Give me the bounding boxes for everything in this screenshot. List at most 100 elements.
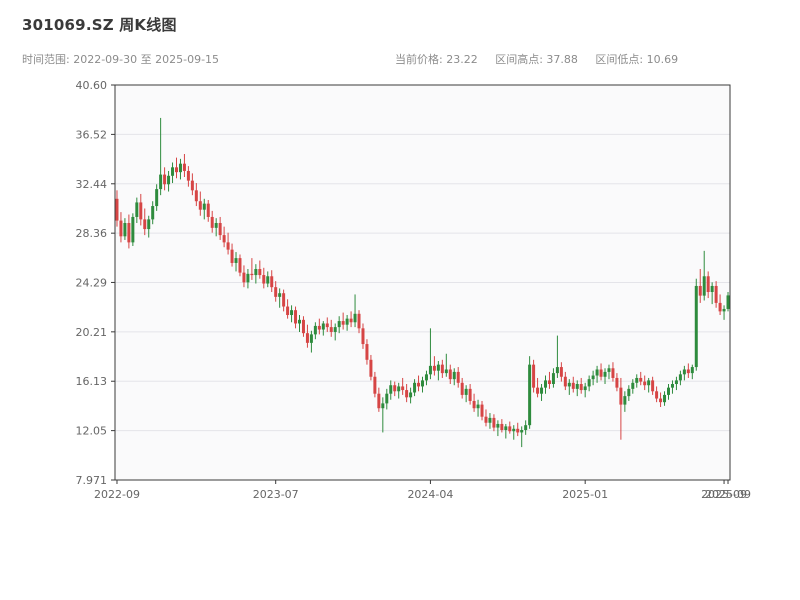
y-tick-label: 7.971 — [76, 474, 108, 487]
candle-body — [214, 223, 218, 228]
candle-body — [305, 333, 309, 343]
candle-body — [163, 174, 167, 185]
candle-body — [278, 293, 282, 297]
candle-body — [357, 313, 361, 329]
candle-body — [726, 295, 730, 309]
candle-body — [444, 369, 448, 374]
candle-body — [206, 203, 210, 217]
candle-body — [389, 385, 393, 394]
candle-body — [456, 371, 460, 383]
candle-body — [432, 365, 436, 371]
candle-body — [448, 369, 452, 380]
candle-body — [409, 392, 413, 398]
candle-body — [536, 387, 540, 394]
candle-body — [298, 319, 301, 324]
candle-body — [492, 417, 496, 428]
candle-body — [123, 223, 127, 237]
candle-body — [194, 190, 198, 202]
candle-body — [547, 380, 551, 385]
y-tick-label: 24.29 — [76, 276, 108, 289]
candle-body — [567, 382, 571, 387]
candle-body — [436, 364, 440, 371]
candle-body — [702, 276, 706, 296]
candle-body — [250, 273, 254, 276]
y-tick-label: 28.36 — [76, 227, 108, 240]
candle-body — [452, 371, 456, 380]
y-tick-label: 32.44 — [76, 178, 108, 191]
candle-body — [222, 235, 226, 243]
candle-body — [230, 249, 234, 263]
candle-body — [663, 394, 667, 403]
candle-body — [428, 365, 432, 375]
candle-body — [266, 276, 270, 284]
y-tick-label: 16.13 — [76, 375, 108, 388]
candle-body — [349, 318, 353, 323]
candle-body — [226, 242, 230, 250]
candle-body — [520, 430, 524, 433]
candle-body — [655, 391, 659, 399]
candle-body — [603, 371, 607, 377]
candle-body — [627, 388, 631, 397]
candle-body — [504, 426, 508, 431]
candle-body — [198, 201, 202, 210]
candle-body — [119, 220, 123, 237]
candle-body — [341, 321, 345, 325]
candle-body — [381, 403, 385, 409]
candle-body — [722, 308, 726, 312]
price-stats: 当前价格: 23.22 区间高点: 37.88 区间低点: 10.69 — [395, 51, 692, 67]
candle-body — [476, 404, 480, 409]
candle-body — [190, 180, 194, 191]
candle-body — [635, 377, 639, 383]
x-axis: 2022-09 2023-07 2024-04 2025-01 2025-092025-… — [94, 480, 751, 501]
candle-body — [421, 380, 424, 387]
candle-body — [575, 384, 579, 389]
y-tick-label: 40.60 — [76, 79, 108, 92]
candle-body — [385, 393, 389, 404]
candle-body — [405, 390, 409, 398]
candle-body — [631, 382, 635, 389]
candle-body — [242, 272, 246, 283]
candle-body — [397, 386, 401, 392]
x-tick-label: 2025-01 — [562, 488, 608, 501]
candle-body — [595, 369, 599, 376]
candle-body — [670, 384, 674, 388]
candle-body — [345, 318, 349, 325]
candle-body — [286, 306, 290, 316]
candle-body — [516, 428, 520, 433]
candle-body — [690, 367, 694, 374]
candle-body — [472, 400, 476, 409]
candle-body — [468, 388, 472, 401]
candle-body — [488, 417, 492, 423]
candle-body — [460, 382, 464, 395]
candle-body — [202, 203, 206, 210]
candle-body — [587, 379, 591, 387]
candle-body — [718, 302, 722, 312]
candle-body — [464, 388, 468, 395]
candle-body — [135, 202, 139, 217]
candle-body — [607, 368, 611, 372]
candle-body — [361, 328, 365, 345]
candle-body — [551, 373, 555, 385]
candle-body — [698, 285, 702, 296]
y-tick-label: 36.52 — [76, 128, 108, 141]
candle-body — [182, 163, 186, 171]
candle-body — [238, 258, 242, 273]
candle-body — [623, 396, 627, 405]
candle-body — [579, 384, 583, 391]
candle-body — [353, 313, 357, 323]
x-tick-label: 2024-04 — [407, 488, 453, 501]
candle-body — [325, 323, 329, 328]
candle-body — [337, 321, 341, 328]
candle-body — [369, 359, 373, 377]
candle-body — [686, 369, 690, 374]
candle-body — [710, 285, 714, 293]
candle-body — [365, 344, 369, 360]
y-tick-label: 12.05 — [76, 425, 108, 438]
candle-body — [167, 175, 171, 185]
y-axis: 7.971 12.05 16.13 20.21 24.29 28.36 32.44 36.52… — [76, 79, 115, 487]
candle-body — [333, 327, 337, 332]
candle-body — [171, 167, 175, 176]
time-range-label: 时间范围: 2022-09-30 至 2025-09-15 — [22, 53, 220, 66]
